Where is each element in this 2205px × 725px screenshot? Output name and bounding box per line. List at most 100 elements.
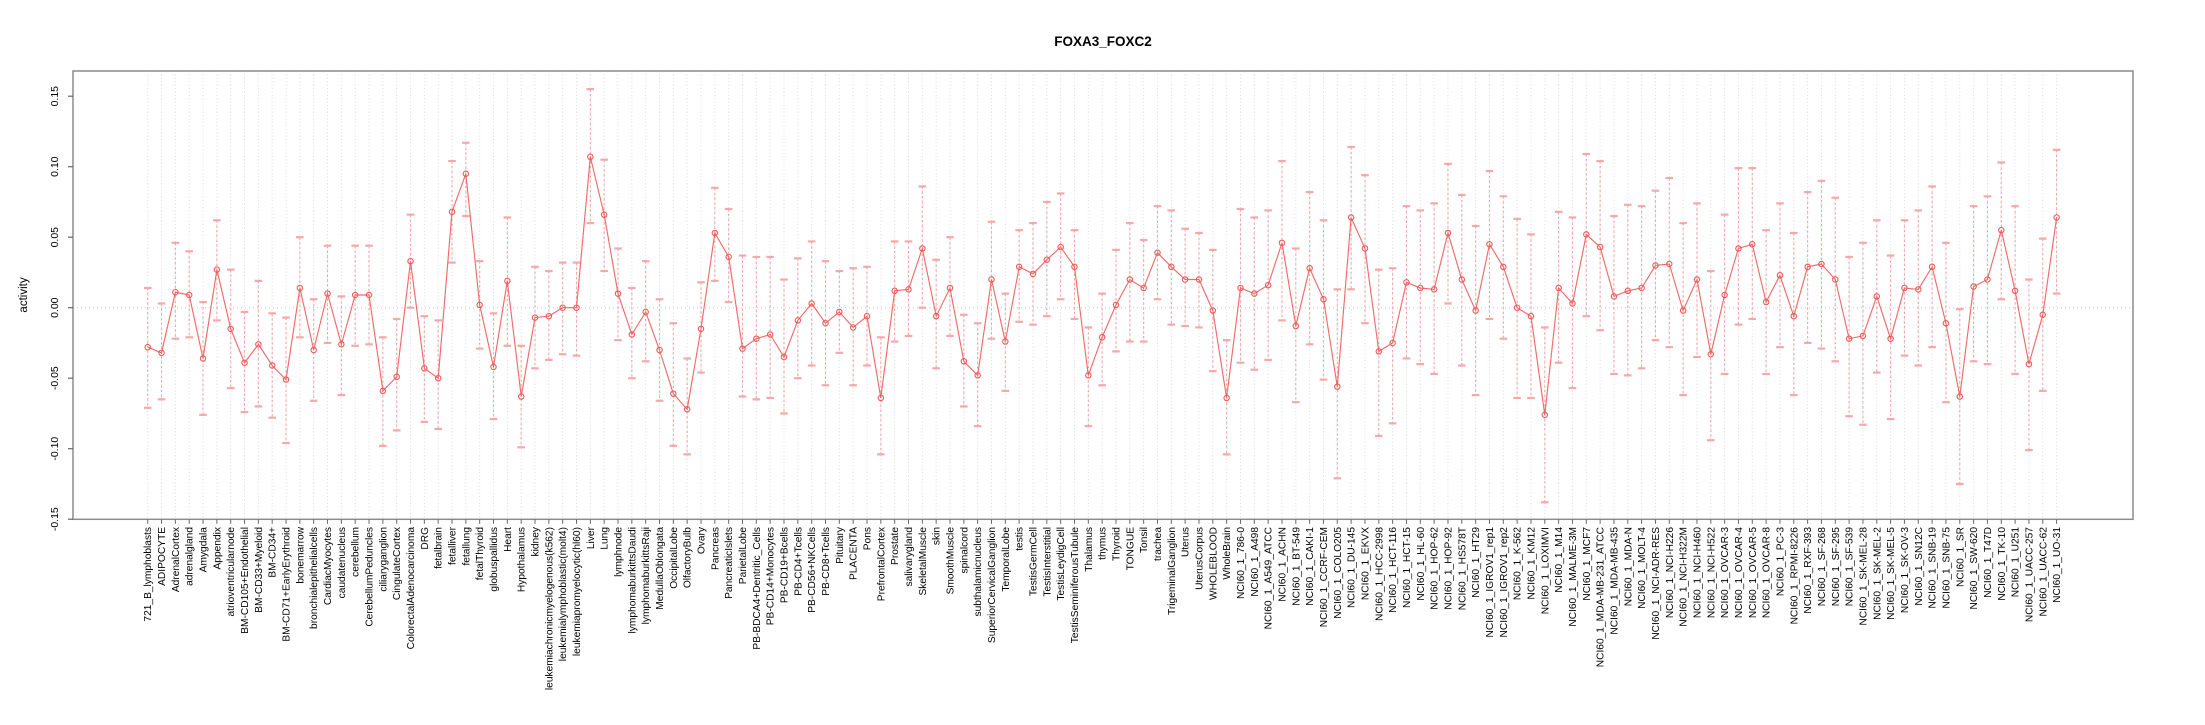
x-axis-label: NCI60_1_SR: [1955, 527, 1966, 587]
x-axis-label: NCI60_1_U251: [2011, 527, 2022, 598]
x-axis-label: NCI60_1_HL-60: [1416, 527, 1427, 601]
data-point-marker: [905, 286, 912, 293]
data-point-marker: [1749, 241, 1756, 248]
x-axis-label: NCI60_1_NCI-H322M: [1679, 527, 1690, 627]
x-axis-label: NCI60_1_786-0: [1236, 527, 1247, 599]
data-point-marker: [199, 355, 207, 362]
x-axis-label: Ovary: [697, 526, 708, 554]
y-axis-tick-label: 0.15: [49, 86, 61, 107]
y-axis-tick-label: -0.15: [49, 507, 61, 531]
data-point-marker: [1776, 272, 1784, 279]
y-axis-tick-label: 0.10: [49, 156, 61, 177]
y-axis-tick-label: -0.10: [49, 437, 61, 461]
data-point-marker: [711, 229, 719, 237]
x-axis-label: ciliaryganglion: [378, 527, 389, 592]
data-point-marker: [822, 319, 829, 327]
data-point-marker: [324, 290, 331, 297]
x-axis-label: ColorectalAdenocarcinoma: [406, 527, 417, 650]
data-point-marker: [1458, 276, 1466, 283]
data-point-marker: [545, 312, 553, 320]
x-axis-label: DRG: [420, 527, 431, 550]
data-point-marker: [1721, 291, 1728, 299]
x-axis-label: NCI60_1_A549_ATCC: [1264, 527, 1275, 629]
data-point-marker: [1430, 286, 1438, 293]
x-axis-label: salivarygland: [904, 527, 915, 587]
x-axis-label: lymphnode: [614, 527, 625, 577]
x-axis-label: UterusCorpus: [1194, 527, 1205, 590]
data-point-marker: [1015, 263, 1023, 271]
x-axis-label: BM-CD71+EarlyErythroid: [282, 527, 293, 642]
x-axis-label: NCI60_1_HOP-62: [1430, 527, 1441, 610]
x-axis-label: NCI60_1_BT-549: [1291, 527, 1302, 606]
x-axis-label: NCI60_1_RXF-393: [1803, 527, 1814, 614]
x-axis-label: NCI60_1_LOXIMVI: [1540, 527, 1551, 614]
axes-layer: [68, 70, 2134, 524]
data-point-marker: [946, 284, 954, 292]
x-axis-label: PLACENTA: [849, 527, 860, 580]
data-point-marker: [1693, 276, 1701, 283]
data-point-marker: [836, 308, 843, 316]
x-axis-label: Uterus: [1181, 527, 1192, 557]
data-point-marker: [863, 312, 871, 320]
data-point-marker: [1555, 284, 1562, 292]
data-point-marker: [282, 376, 290, 383]
x-axis-label: trachea: [1153, 527, 1164, 561]
x-axis-label: skin: [932, 527, 943, 545]
data-point-marker: [1652, 262, 1659, 269]
x-axis-label: BM-CD34+: [268, 527, 279, 578]
x-axis-label: NCI60_1_SK-MEL-5: [1886, 527, 1897, 620]
x-axis-label: Liver: [586, 526, 597, 549]
x-axis-label: kidney: [531, 526, 542, 556]
data-point-marker: [1403, 279, 1410, 286]
x-axis-label: NCI60_1_NCI-H522: [1706, 527, 1717, 618]
x-axis-label: CingulateCortex: [392, 527, 403, 600]
data-point-marker: [1043, 256, 1051, 264]
data-point-marker: [1140, 284, 1147, 292]
data-point-marker: [1472, 307, 1479, 314]
x-axis-label: NCI60_1_HT29: [1471, 527, 1482, 598]
x-axis-label: Pons: [862, 527, 873, 550]
data-point-marker: [2053, 214, 2060, 221]
x-axis-label: ParietalLobe: [738, 527, 749, 585]
data-point-marker: [1029, 270, 1037, 278]
data-point-marker: [656, 346, 663, 354]
data-point-marker: [365, 291, 373, 299]
data-point-marker: [1237, 284, 1244, 292]
data-point-marker: [628, 331, 636, 338]
x-axis-label: PB-CD8+Tcells: [821, 527, 832, 596]
x-axis-label: TestisInterstitial: [1042, 527, 1053, 597]
data-point-marker: [1928, 263, 1936, 271]
x-axis-label: bonemarrow: [295, 526, 306, 583]
data-point-marker: [573, 304, 580, 311]
x-axis-label: SkeletalMuscle: [918, 527, 929, 596]
x-axis-label: NCI60_1_HCT-15: [1402, 527, 1413, 608]
x-axis-label: NCI60_1_EKVX: [1360, 527, 1371, 600]
chart-title: FOXA3_FOXC2: [1054, 34, 1152, 49]
x-axis-label: AdrenalCortex: [171, 527, 182, 592]
x-axis-label: TestisSeminiferousTubule: [1070, 527, 1081, 644]
data-point-marker: [960, 358, 968, 365]
x-axis-label: NCI60_1_MOLT-4: [1637, 527, 1648, 609]
data-point-marker: [421, 365, 428, 372]
data-point-marker: [1195, 276, 1203, 283]
y-axis-tick-label: -0.05: [49, 366, 61, 390]
data-point-marker: [1306, 264, 1313, 272]
data-point-marker: [1292, 322, 1300, 330]
x-axis-label: NCI60_1_SK-OV-3: [1900, 527, 1911, 613]
x-axis-label: Tonsil: [1139, 527, 1150, 553]
data-point-marker: [1956, 393, 1964, 400]
x-axis-label: NCI60_1_SW-620: [1969, 527, 1980, 610]
x-axis-label: spinalcord: [959, 527, 970, 574]
data-point-marker: [1624, 287, 1632, 295]
x-axis-label: BM-CD105+Endothelial: [240, 527, 251, 634]
x-axis-label: NCI60_1_HS578T: [1457, 527, 1468, 610]
x-axis-label: TONGUE: [1125, 527, 1136, 571]
x-axis-label: NCI60_1_A498: [1250, 527, 1261, 597]
x-axis-label: OccipitalLobe: [669, 527, 680, 589]
x-axis-label: lymphomaburkittsDaudi: [627, 527, 638, 633]
data-point-marker: [1126, 276, 1134, 283]
data-point-marker: [1942, 319, 1950, 327]
data-point-marker: [1859, 332, 1867, 340]
data-point-marker: [1347, 214, 1355, 221]
x-axis-label: Thalamus: [1084, 527, 1095, 572]
